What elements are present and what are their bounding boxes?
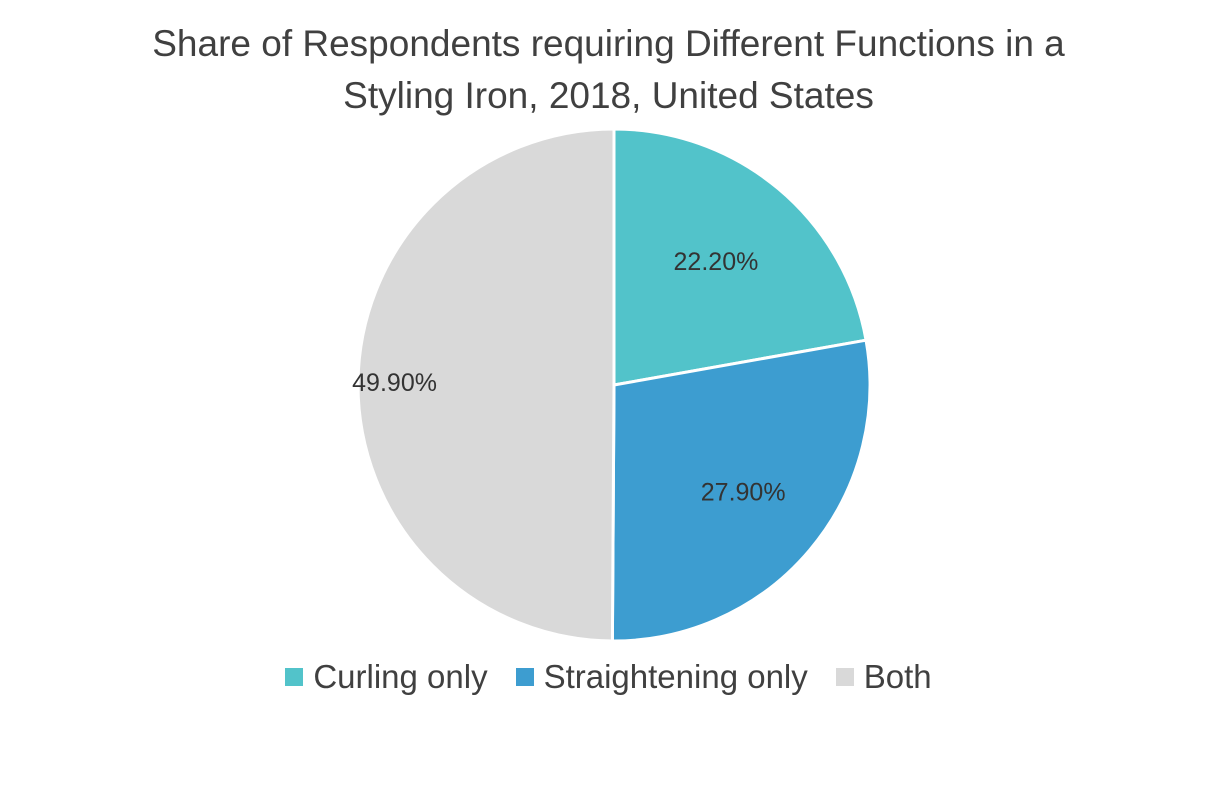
data-label-both: 49.90% bbox=[352, 369, 437, 397]
legend-item-straightening-only: Straightening only bbox=[515, 658, 808, 696]
legend-item-curling-only: Curling only bbox=[285, 658, 488, 696]
data-label-curling-only: 22.20% bbox=[674, 248, 759, 276]
legend-label-curling-only: Curling only bbox=[313, 658, 488, 695]
data-label-straightening-only: 27.90% bbox=[701, 479, 786, 507]
pie-slice-both bbox=[356, 127, 616, 643]
legend-label-both: Both bbox=[863, 658, 932, 695]
chart-title: Share of Respondents requiring Different… bbox=[0, 18, 1217, 122]
pie-slice-curling-only bbox=[612, 127, 868, 387]
pie-slice-straightening-only bbox=[610, 338, 872, 643]
legend-label-straightening-only: Straightening only bbox=[543, 658, 808, 695]
legend-swatch-both bbox=[835, 668, 854, 686]
chart-title-line-2: Styling Iron, 2018, United States bbox=[343, 75, 874, 116]
legend-swatch-curling-only bbox=[285, 668, 304, 686]
legend-swatch-straightening-only bbox=[515, 668, 534, 686]
chart-title-line-1: Share of Respondents requiring Different… bbox=[152, 23, 1065, 64]
legend-item-both: Both bbox=[835, 658, 932, 696]
chart-legend: Curling only Straightening only Both bbox=[0, 658, 1217, 696]
